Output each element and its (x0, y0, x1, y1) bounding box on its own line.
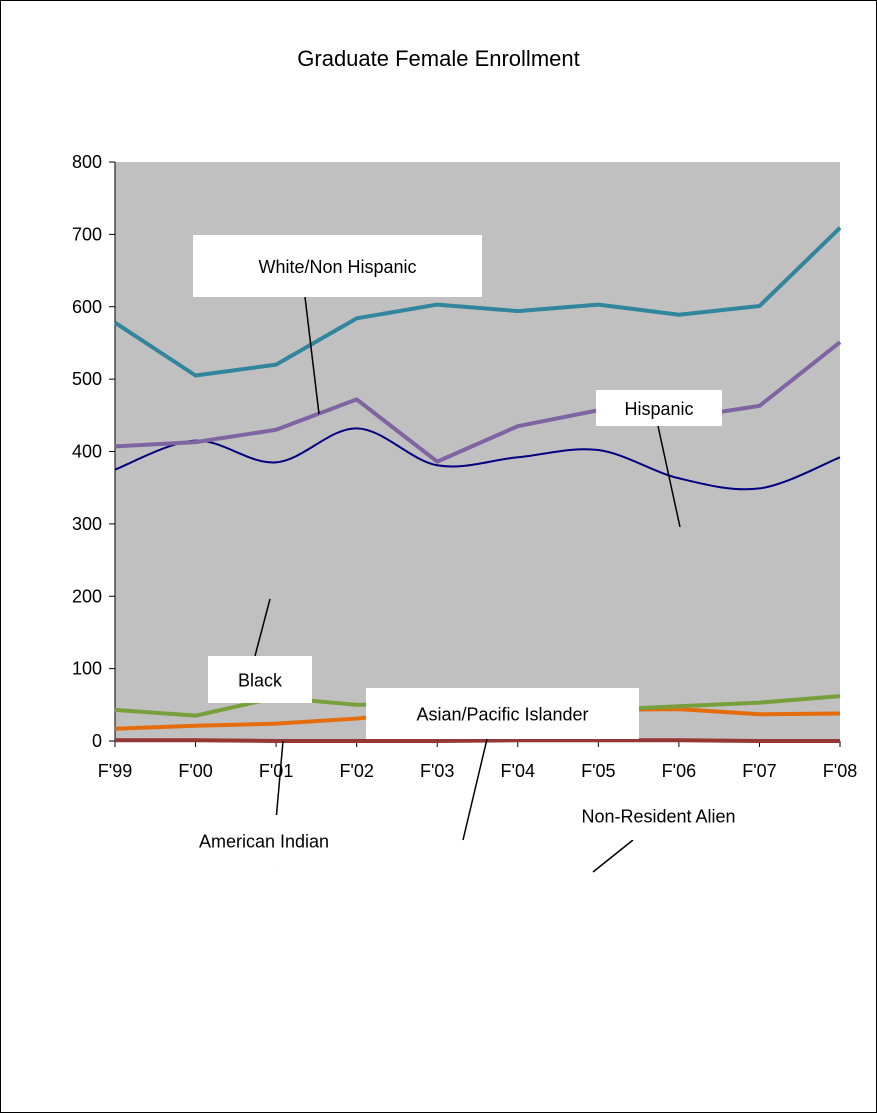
callout-leader-white-non-hispanic (304, 296, 320, 415)
y-tick-label: 400 (72, 442, 102, 462)
callout-leader-black (254, 598, 271, 657)
series-line-black (114, 427, 841, 491)
x-tick-label: F'07 (742, 761, 776, 781)
callout-label-black: Black (238, 671, 283, 691)
y-tick-label: 700 (72, 224, 102, 244)
x-tick-label: F'04 (501, 761, 535, 781)
x-tick-label: F'00 (178, 761, 212, 781)
x-tick-label: F'08 (823, 761, 857, 781)
callout-leader-hispanic (657, 425, 681, 528)
y-tick-label: 100 (72, 659, 102, 679)
chart-title: Graduate Female Enrollment (297, 46, 580, 71)
callout-label-asian-pacific-islander: Asian/Pacific Islander (416, 705, 588, 725)
y-tick-label: 800 (72, 152, 102, 172)
series-line-american-indian (115, 738, 840, 743)
x-tick-label: F'05 (581, 761, 615, 781)
callout-box-hispanic (596, 390, 722, 426)
callout-label-white-non-hispanic: White/Non Hispanic (258, 257, 416, 277)
callout-box-american-indian (146, 815, 382, 866)
callout-leader-asian-pacific-islander (462, 738, 488, 841)
y-tick-label: 200 (72, 586, 102, 606)
x-tick-label: F'99 (98, 761, 132, 781)
callout-box-black (208, 656, 312, 703)
callout-label-american-indian: American Indian (199, 832, 329, 852)
y-tick-label: 500 (72, 369, 102, 389)
x-tick-label: F'06 (662, 761, 696, 781)
y-tick-label: 0 (92, 731, 102, 751)
x-tick-label: F'02 (339, 761, 373, 781)
callout-box-asian-pacific-islander (366, 688, 639, 739)
callout-box-non-resident-alien (520, 791, 797, 840)
y-tick-label: 300 (72, 514, 102, 534)
y-tick-label: 600 (72, 297, 102, 317)
series-line-white-non-hispanic (113, 226, 842, 378)
callout-leader-non-resident-alien (592, 839, 634, 873)
callout-label-non-resident-alien: Non-Resident Alien (581, 807, 735, 827)
x-tick-label: F'01 (259, 761, 293, 781)
callout-label-hispanic: Hispanic (624, 399, 693, 419)
x-tick-label: F'03 (420, 761, 454, 781)
callout-box-white-non-hispanic (193, 235, 482, 297)
